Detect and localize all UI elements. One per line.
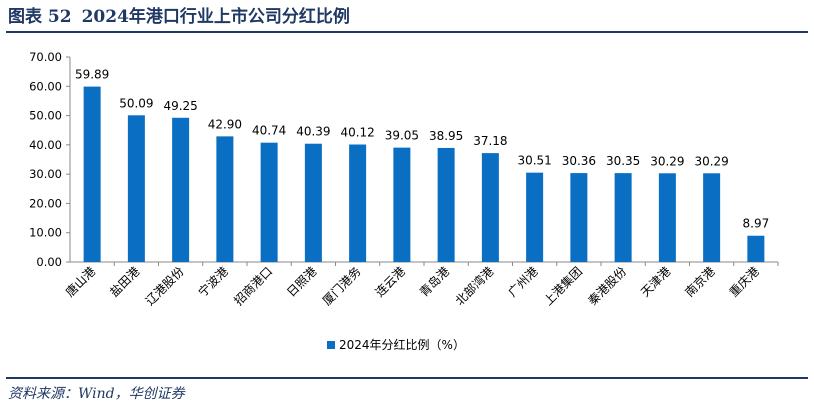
data-label: 8.97 [743, 217, 770, 231]
data-label: 40.74 [252, 124, 286, 138]
source-note: 资料来源：Wind，华创证券 [8, 386, 185, 402]
bar [304, 143, 322, 262]
bar [658, 173, 676, 262]
data-label: 40.39 [296, 125, 330, 139]
x-tick-label: 上港集团 [540, 264, 585, 309]
bar [349, 144, 367, 262]
bar [437, 147, 455, 262]
bar [570, 173, 588, 262]
x-tick-label: 连云港 [372, 264, 408, 300]
y-tick-label: 40.00 [29, 138, 62, 152]
x-tick-label: 日照港 [284, 264, 319, 299]
x-tick-label: 宁波港 [195, 264, 231, 300]
bar [260, 142, 278, 262]
data-label: 39.05 [385, 129, 419, 143]
title-divider [6, 31, 808, 33]
y-tick-label: 10.00 [29, 226, 62, 240]
data-label: 38.95 [429, 129, 463, 143]
bar [172, 117, 190, 263]
data-label: 30.29 [694, 154, 728, 168]
bar [703, 173, 721, 262]
bar [216, 136, 234, 262]
x-tick-label: 盐田港 [107, 264, 142, 299]
x-tick-label: 招商港口 [231, 264, 276, 309]
bar [393, 147, 411, 262]
figure-title: 图表 52 2024年港口行业上市公司分红比例 [8, 4, 350, 30]
footer-divider [6, 377, 808, 379]
x-tick-label: 青岛港 [416, 264, 452, 300]
x-tick-label: 北部湾港 [452, 264, 497, 309]
y-tick-label: 30.00 [29, 167, 62, 181]
bar [747, 235, 765, 262]
data-label: 59.89 [75, 68, 109, 82]
bar [614, 173, 632, 262]
x-tick-label: 重庆港 [727, 264, 762, 299]
y-tick-label: 50.00 [29, 109, 62, 123]
x-tick-label: 秦港股份 [585, 264, 629, 308]
x-tick-label: 唐山港 [62, 264, 98, 300]
bar [127, 115, 145, 262]
data-label: 30.51 [517, 154, 551, 168]
data-label: 37.18 [473, 134, 507, 148]
x-tick-label: 南京港 [682, 264, 718, 300]
data-label: 49.25 [163, 99, 197, 113]
x-tick-label: 辽港股份 [143, 264, 187, 308]
legend-label: 2024年分红比例（%） [339, 338, 465, 352]
y-tick-label: 60.00 [29, 79, 62, 93]
y-tick-label: 0.00 [36, 255, 62, 269]
data-label: 50.09 [119, 96, 153, 110]
x-tick-label: 广州港 [505, 264, 540, 299]
y-tick-label: 20.00 [29, 196, 62, 210]
figure-title-text: 2024年港口行业上市公司分红比例 [81, 7, 350, 27]
bar [526, 172, 544, 262]
x-tick-label: 厦门港务 [319, 264, 364, 309]
legend-swatch [327, 341, 335, 349]
data-label: 30.36 [562, 154, 596, 168]
data-label: 40.12 [340, 126, 374, 140]
bar [83, 86, 101, 263]
legend: 2024年分红比例（%） [327, 337, 465, 353]
x-tick-label: 天津港 [638, 264, 673, 299]
bar-chart: 0.00 10.00 20.00 30.00 40.00 50.00 60.00 70.00 5… [29, 50, 779, 309]
bar [481, 153, 499, 262]
y-tick-label: 70.00 [29, 50, 62, 64]
data-label: 42.90 [208, 117, 242, 131]
figure-number: 图表 52 [8, 7, 72, 27]
data-label: 30.29 [650, 154, 684, 168]
data-label: 30.35 [606, 154, 640, 168]
